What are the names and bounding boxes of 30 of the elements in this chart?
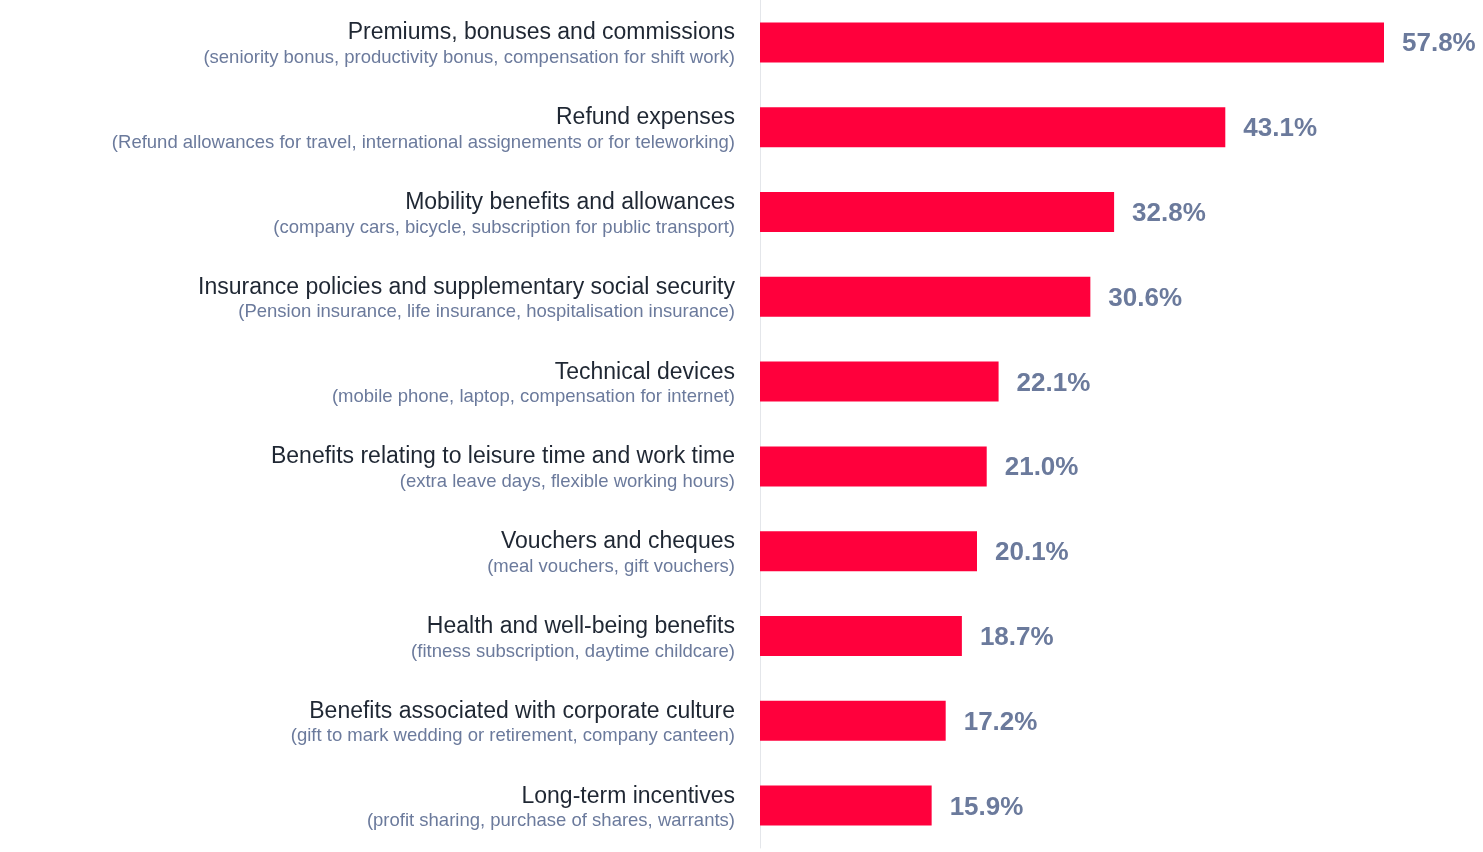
data-label: 20.1% [995,536,1069,567]
y-tick-label: Vouchers and cheques (meal vouchers, gift vouchers) [487,527,735,576]
bar [760,361,999,402]
bar [760,22,1384,63]
bar [760,446,987,487]
y-tick-label: Technical devices (mobile phone, laptop, compensation for internet) [331,357,735,407]
data-label: 32.8% [1132,197,1206,227]
bar [760,192,1115,232]
data-label: 17.2% [963,705,1038,736]
data-label: 22.1% [1016,366,1091,397]
data-label: 18.7% [979,621,1054,651]
data-label: 21.0% [1004,451,1079,482]
y-tick-label: Insurance policies and supplementary social security (Pension insurance, life insurance, hospitalisation insurance) [198,272,736,322]
y-tick-label: Benefits associated with corporate culture (gift to mark wedding or retirement, company canteen) [290,696,735,746]
y-tick-label: Refund expenses (Refund allowances for travel, international assignements or for teleworking) [111,103,735,152]
data-label: 30.6% [1108,281,1183,312]
y-tick-label: Long-term incentives (profit sharing, purchase of shares, warrants) [366,781,735,831]
bar [760,107,1226,148]
y-tick-label: Mobility benefits and allowances (company cars, bicycle, subscription for public transport) [273,188,735,237]
bar [760,276,1091,317]
data-label: 57.8% [1402,27,1476,58]
y-tick-label: Health and well-being benefits (fitness subscription, daytime childcare) [411,612,735,661]
y-tick-label: Benefits relating to leisure time and work time (extra leave days, flexible working hours) [270,442,735,491]
data-label: 43.1% [1243,112,1318,143]
data-label: 15.9% [949,790,1024,821]
y-tick-label: Premiums, bonuses and commissions (seniority bonus, productivity bonus, compensation for shift work) [203,18,735,67]
bar [760,616,962,656]
bar [760,785,932,826]
bar [760,531,977,572]
bar [760,700,946,741]
